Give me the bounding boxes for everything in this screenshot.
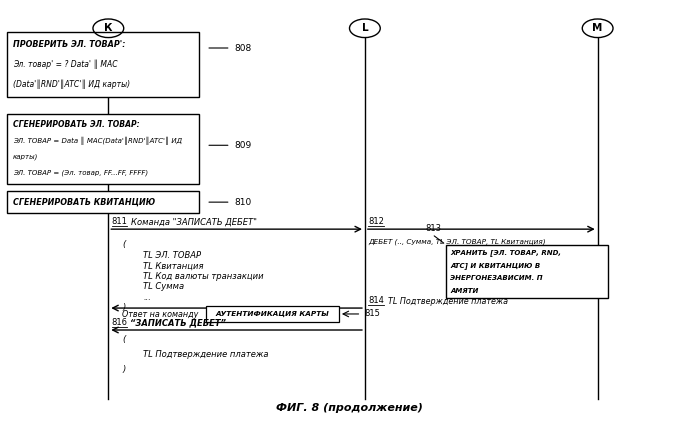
Text: ХРАНИТЬ [ЭЛ. ТОВАР, RND,: ХРАНИТЬ [ЭЛ. ТОВАР, RND, bbox=[450, 249, 561, 257]
Text: 811: 811 bbox=[112, 217, 128, 226]
Text: “ЗАПИСАТЬ ДЕБЕТ”: “ЗАПИСАТЬ ДЕБЕТ” bbox=[130, 319, 226, 327]
Text: 812: 812 bbox=[368, 217, 384, 226]
FancyBboxPatch shape bbox=[206, 306, 339, 322]
Text: 813: 813 bbox=[425, 224, 441, 233]
Text: Команда "ЗАПИСАТЬ ДЕБЕТ": Команда "ЗАПИСАТЬ ДЕБЕТ" bbox=[131, 217, 257, 226]
FancyBboxPatch shape bbox=[7, 191, 199, 213]
Text: 810: 810 bbox=[234, 197, 252, 207]
Text: TL Сумма: TL Сумма bbox=[143, 282, 185, 292]
Text: TL Код валюты транзакции: TL Код валюты транзакции bbox=[143, 272, 264, 281]
Text: L: L bbox=[361, 23, 368, 33]
Text: АМЯТИ: АМЯТИ bbox=[450, 288, 479, 294]
Text: АУТЕНТИФИКАЦИЯ КАРТЫ: АУТЕНТИФИКАЦИЯ КАРТЫ bbox=[216, 311, 329, 317]
Text: ): ) bbox=[122, 303, 126, 312]
Text: Ответ на команду: Ответ на команду bbox=[122, 310, 199, 319]
Text: 816: 816 bbox=[112, 318, 128, 327]
Text: ДЕБЕТ (.., Сумма, TL ЭЛ. ТОВАР, TL Квитанция): ДЕБЕТ (.., Сумма, TL ЭЛ. ТОВАР, TL Квита… bbox=[368, 238, 546, 245]
Text: (Data'║RND'║ATC'║ ИД карты): (Data'║RND'║ATC'║ ИД карты) bbox=[13, 79, 130, 89]
Text: TL Подтверждение платежа: TL Подтверждение платежа bbox=[388, 297, 508, 306]
Text: TL Квитанция: TL Квитанция bbox=[143, 261, 204, 271]
Text: TL Подтверждение платежа: TL Подтверждение платежа bbox=[143, 350, 269, 359]
Text: TL ЭЛ. ТОВАР: TL ЭЛ. ТОВАР bbox=[143, 251, 201, 260]
Text: ): ) bbox=[122, 365, 126, 374]
Text: ПРОВЕРИТЬ ЭЛ. ТОВАР':: ПРОВЕРИТЬ ЭЛ. ТОВАР': bbox=[13, 40, 125, 49]
Text: 809: 809 bbox=[234, 141, 252, 150]
Text: (: ( bbox=[122, 335, 126, 344]
FancyBboxPatch shape bbox=[446, 245, 608, 298]
FancyBboxPatch shape bbox=[7, 32, 199, 97]
Text: 808: 808 bbox=[234, 43, 252, 52]
Text: (: ( bbox=[122, 240, 126, 249]
Text: ФИГ. 8 (продолжение): ФИГ. 8 (продолжение) bbox=[276, 403, 423, 413]
Text: М: М bbox=[593, 23, 603, 33]
Text: ...: ... bbox=[143, 293, 151, 302]
Text: ATC] И КВИТАНЦИЮ В: ATC] И КВИТАНЦИЮ В bbox=[450, 262, 540, 269]
Text: СГЕНЕРИРОВАТЬ КВИТАНЦИЮ: СГЕНЕРИРОВАТЬ КВИТАНЦИЮ bbox=[13, 197, 154, 207]
Text: ЭНЕРГОНЕЗАВИСИМ. П: ЭНЕРГОНЕЗАВИСИМ. П bbox=[450, 275, 543, 281]
FancyBboxPatch shape bbox=[7, 114, 199, 184]
Text: 814: 814 bbox=[368, 296, 384, 305]
Text: К: К bbox=[104, 23, 113, 33]
Text: СГЕНЕРИРОВАТЬ ЭЛ. ТОВАР:: СГЕНЕРИРОВАТЬ ЭЛ. ТОВАР: bbox=[13, 120, 139, 129]
Text: ЭЛ. ТОВАР = Data ║ МАС(Data'║RND'║ATC'║ ИД: ЭЛ. ТОВАР = Data ║ МАС(Data'║RND'║ATC'║ … bbox=[13, 136, 182, 145]
Text: 815: 815 bbox=[364, 309, 380, 319]
Text: Эл. товар' = ? Data' ║ МАС: Эл. товар' = ? Data' ║ МАС bbox=[13, 60, 117, 69]
Text: ЭЛ. ТОВАР = (Эл. товар, FF...FF, FFFF): ЭЛ. ТОВАР = (Эл. товар, FF...FF, FFFF) bbox=[13, 170, 147, 176]
Text: карты): карты) bbox=[13, 154, 38, 160]
